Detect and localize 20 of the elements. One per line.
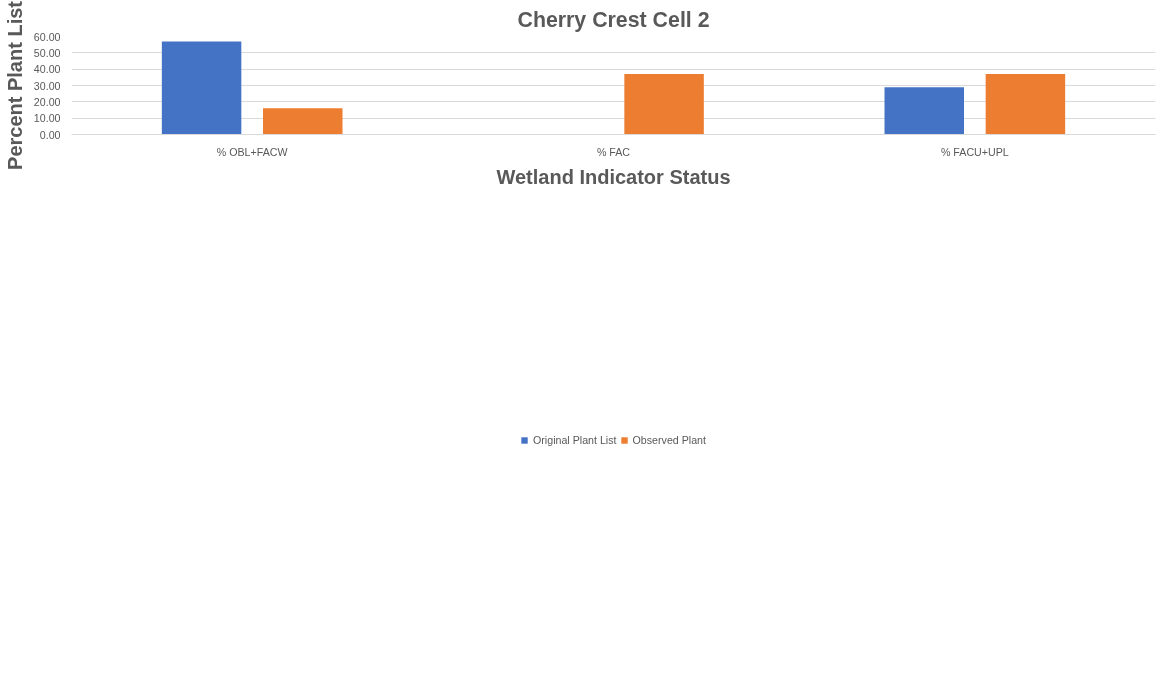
x-tick-label: % OBL+FACW [216,145,289,158]
chart-title: Cherry Crest Cell 2 [517,7,710,32]
bar [161,41,242,135]
x-axis-title: Wetland Indicator Status [496,165,731,188]
bar [985,74,1066,135]
legend-label: Observed Plant [632,434,706,446]
y-axis-title: Percent Plant List [3,0,26,170]
y-tick-label: 60.00 [33,30,61,43]
y-tick-label: 20.00 [33,95,61,108]
y-tick-label: 30.00 [33,79,61,92]
x-tick-label: % FACU+UPL [940,145,1009,158]
y-tick-label: 0.00 [39,128,61,141]
y-tick-label: 40.00 [33,63,61,76]
legend-label: Original Plant List [533,434,617,446]
bar [624,74,704,135]
y-tick-label: 50.00 [33,46,61,59]
y-tick-label: 10.00 [33,112,61,125]
x-tick-label: % FAC [596,145,631,158]
bar [884,87,964,135]
bar [263,108,343,135]
